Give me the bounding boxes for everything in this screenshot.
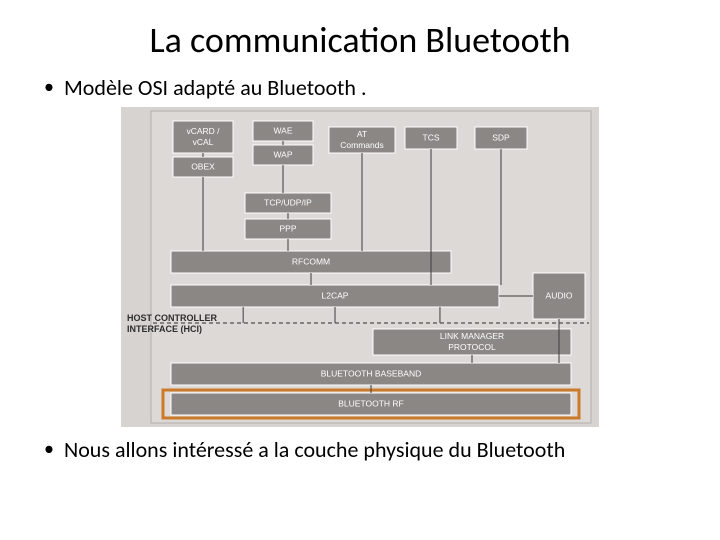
bullet-1: Modèle OSI adapté au Bluetooth . [44, 76, 720, 101]
svg-text:vCARD /: vCARD / [186, 125, 220, 135]
page-title: La communication Bluetooth [0, 0, 720, 62]
svg-text:LINK MANAGER: LINK MANAGER [440, 330, 504, 340]
svg-text:RFCOMM: RFCOMM [292, 256, 330, 266]
svg-text:AT: AT [357, 128, 367, 138]
svg-text:OBEX: OBEX [191, 161, 215, 171]
svg-text:AUDIO: AUDIO [546, 290, 573, 300]
svg-text:Commands: Commands [340, 139, 383, 149]
svg-text:WAP: WAP [273, 149, 292, 159]
svg-text:L2CAP: L2CAP [322, 290, 349, 300]
svg-text:vCAL: vCAL [193, 136, 214, 146]
bluetooth-osi-diagram: BLUETOOTH RF BLUETOOTH BASEBAND LINK MANAG… [121, 107, 599, 432]
svg-text:PPP: PPP [279, 223, 296, 233]
svg-text:BLUETOOTH BASEBAND: BLUETOOTH BASEBAND [321, 368, 421, 378]
svg-text:TCP/UDP/IP: TCP/UDP/IP [264, 197, 312, 207]
svg-text:SDP: SDP [492, 132, 510, 142]
svg-text:PROTOCOL: PROTOCOL [448, 341, 496, 351]
bullet-2: Nous allons intéressé a la couche physiq… [44, 438, 720, 463]
svg-text:BLUETOOTH RF: BLUETOOTH RF [338, 398, 404, 408]
svg-text:WAE: WAE [273, 125, 292, 135]
svg-text:TCS: TCS [423, 132, 440, 142]
